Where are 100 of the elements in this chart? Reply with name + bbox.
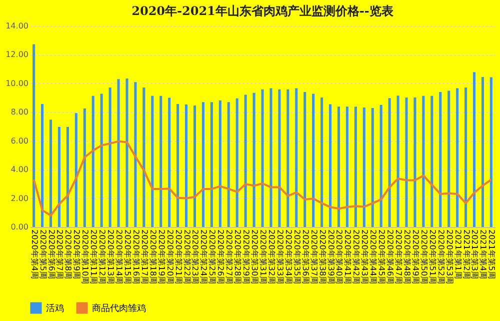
- bar: [430, 96, 434, 227]
- bar: [218, 100, 222, 227]
- x-tick-label: 2020年第40周: [334, 230, 344, 284]
- x-tick-label: 2020年第16周: [131, 230, 140, 284]
- x-tick-label: 2020年第48周: [402, 230, 412, 284]
- bar: [108, 87, 112, 227]
- bar: [337, 106, 340, 227]
- bar: [464, 87, 468, 227]
- x-tick-label: 2020年第45周: [377, 230, 386, 284]
- bar: [185, 104, 188, 227]
- x-tick-label: 2020年第26周: [216, 230, 226, 284]
- x-tick-label: 2020年第36周: [300, 230, 310, 284]
- x-tick-label: 2020年第29周: [242, 230, 251, 284]
- x-tick-label: 2020年第12周: [98, 230, 107, 284]
- x-tick-label: 2020年第23周: [190, 230, 200, 284]
- x-tick-label: 2020年第38周: [318, 230, 327, 284]
- x-tick-label: 2020年第9周: [72, 230, 82, 279]
- bar: [414, 98, 416, 227]
- x-tick-label: 2020年第31周: [258, 230, 268, 284]
- x-tick-label: 2020年第11周: [89, 230, 98, 284]
- bar: [151, 96, 154, 227]
- bar: [176, 104, 180, 227]
- bar: [41, 104, 44, 227]
- x-tick-label: 2020年第20周: [165, 230, 174, 284]
- y-tick-label: 0.00: [10, 222, 28, 232]
- bar: [396, 96, 400, 227]
- x-tick-label: 2021年第5周: [487, 230, 496, 279]
- bar: [362, 108, 366, 227]
- bar: [168, 98, 171, 227]
- bar: [58, 126, 60, 227]
- x-tick-label: 2020年第41周: [343, 230, 352, 284]
- x-tick-label: 2020年第51周: [428, 230, 437, 284]
- x-tick-label: 2020年第13周: [106, 230, 116, 284]
- x-tick-label: 2020年第33周: [275, 230, 284, 284]
- x-tick-label: 2021年第1周: [453, 230, 462, 279]
- bar: [278, 89, 281, 227]
- x-tick-label: 2020年第50周: [419, 230, 428, 284]
- y-tick-label: 6.00: [10, 136, 28, 146]
- bar: [227, 102, 230, 227]
- x-tick-label: 2020年第43周: [360, 230, 370, 284]
- bar: [126, 78, 128, 227]
- bar: [134, 82, 137, 227]
- x-tick-label: 2020年第32周: [266, 230, 276, 284]
- x-tick-label: 2020年第47周: [394, 230, 404, 284]
- bar: [312, 94, 315, 227]
- x-tick-label: 2020年第53周: [444, 230, 454, 284]
- y-tick-label: 4.00: [10, 165, 28, 174]
- bar: [286, 89, 290, 227]
- x-tick-label: 2020年第17周: [140, 230, 149, 284]
- bar: [295, 88, 298, 227]
- x-tick-label: 2020年第39周: [326, 230, 336, 284]
- x-tick-label: 2020年第34周: [284, 230, 293, 284]
- bar: [83, 108, 86, 227]
- bar: [193, 106, 196, 227]
- x-tick-label: 2021年第2周: [462, 230, 471, 279]
- x-tick-label: 2020年第10周: [80, 230, 90, 284]
- x-tick-label: 2020年第37周: [309, 230, 318, 284]
- bar: [160, 96, 162, 227]
- x-tick-label: 2021年第4周: [478, 230, 488, 279]
- x-tick-label: 2020年第24周: [199, 230, 208, 284]
- bar: [320, 98, 324, 227]
- x-tick-label: 2020年第8周: [64, 230, 73, 279]
- bar: [100, 94, 103, 227]
- bar: [252, 92, 256, 227]
- bar: [456, 88, 459, 227]
- bar: [92, 96, 94, 227]
- y-tick-label: 10.00: [6, 78, 28, 88]
- bar: [244, 94, 247, 227]
- bar: [236, 98, 238, 227]
- bar: [270, 88, 272, 227]
- x-tick-label: 2020年第6周: [46, 230, 56, 279]
- bar: [388, 98, 391, 227]
- x-tick-label: 2020年第14周: [114, 230, 124, 284]
- legend-label: 商品代肉雏鸡: [92, 303, 146, 314]
- x-tick-label: 2020年第28周: [233, 230, 242, 284]
- x-tick-label: 2020年第35周: [292, 230, 302, 284]
- bar: [354, 106, 357, 227]
- bar: [202, 102, 204, 227]
- x-tick-label: 2020年第52周: [436, 230, 446, 284]
- bar: [490, 77, 492, 227]
- x-tick-label: 2020年第15周: [122, 230, 132, 284]
- x-tick-label: 2020年第21周: [174, 230, 183, 284]
- bar: [448, 90, 450, 227]
- x-tick-label: 2020年第44周: [368, 230, 378, 284]
- y-tick-label: 14.00: [6, 22, 28, 30]
- x-tick-label: 2020年第30周: [250, 230, 260, 284]
- bar: [74, 113, 78, 227]
- bar: [472, 72, 476, 227]
- bar: [439, 92, 442, 227]
- x-tick-label: 2020年第46周: [386, 230, 395, 284]
- legend-label: 活鸡: [46, 303, 64, 314]
- x-tick-label: 2020年第49周: [410, 230, 420, 284]
- bar: [422, 96, 425, 227]
- y-tick-label: 2.00: [10, 194, 28, 203]
- bar: [405, 98, 408, 227]
- bar: [117, 79, 120, 227]
- x-tick-label: 2020年第25周: [208, 230, 217, 284]
- bar: [261, 89, 264, 227]
- bar: [481, 76, 484, 227]
- x-tick-label: 2020年第27周: [224, 230, 234, 284]
